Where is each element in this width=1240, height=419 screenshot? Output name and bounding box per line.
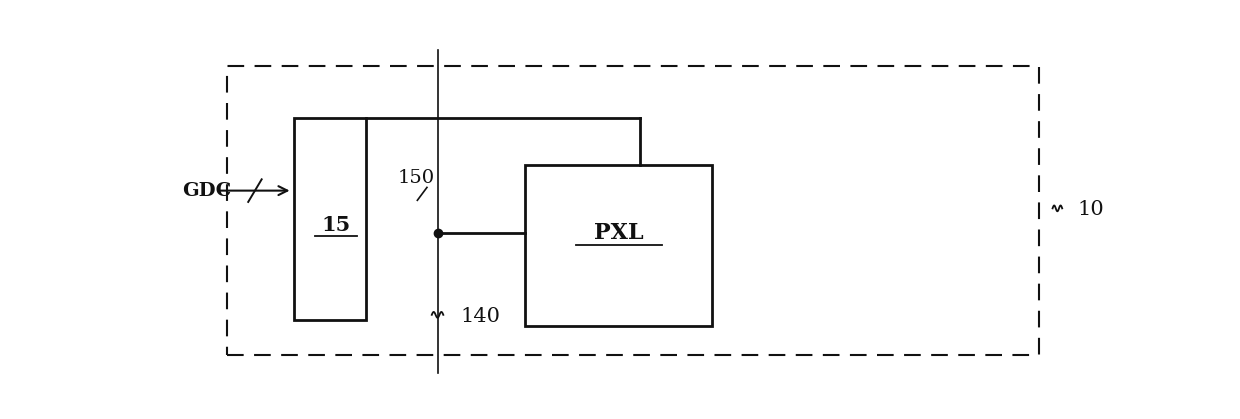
Text: 10: 10 [1078,200,1105,220]
Bar [525,165,713,326]
Text: 140: 140 [460,307,501,326]
Text: PXL: PXL [594,222,644,243]
Bar [294,118,367,320]
Bar [227,67,1039,355]
Text: GDC: GDC [182,181,231,199]
Text: 15: 15 [321,215,350,235]
Text: 150: 150 [398,169,435,187]
